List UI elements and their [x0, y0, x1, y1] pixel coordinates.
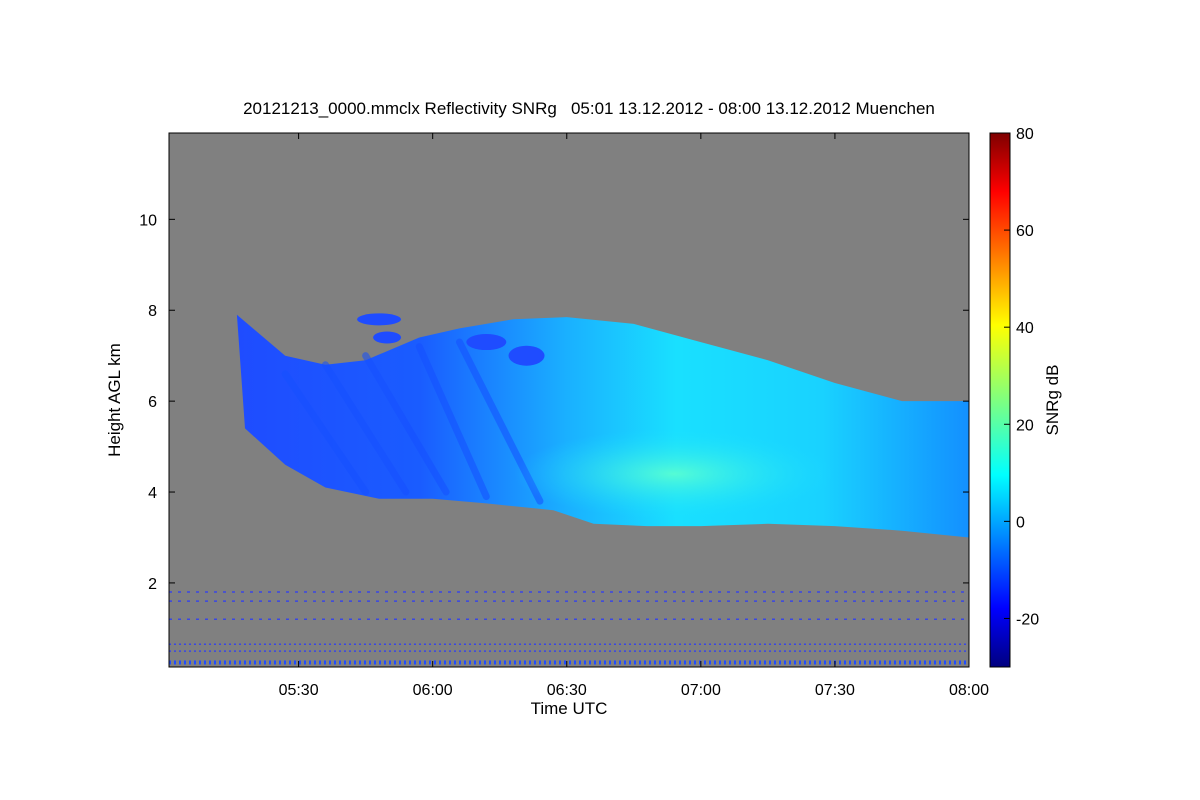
- y-axis-label: Height AGL km: [105, 343, 124, 457]
- colorbar-tick-label: 80: [1016, 126, 1034, 143]
- cloud-fall-streak: [415, 343, 490, 501]
- x-tick-label: 05:30: [279, 682, 319, 699]
- x-tick-label: 07:30: [815, 682, 855, 699]
- x-tick-label: 07:00: [681, 682, 721, 699]
- y-axis: 2 4 6 8 10: [139, 212, 969, 593]
- colorbar-tick-label: 60: [1016, 223, 1034, 240]
- y-tick-label: 8: [148, 303, 157, 320]
- cloud-fall-streak: [281, 370, 370, 496]
- plot-frame: [168, 132, 970, 668]
- cloud-fall-streak: [321, 361, 410, 496]
- colorbar-tick-label: 40: [1016, 320, 1034, 337]
- y-tick-label: 4: [148, 485, 157, 502]
- cloud-fragment: [357, 313, 402, 326]
- cloud-fall-streak: [362, 352, 450, 496]
- cloud-fragment: [466, 334, 507, 351]
- y-tick-label: 10: [139, 212, 157, 229]
- y-tick-label: 6: [148, 394, 157, 411]
- cloud-core: [514, 428, 835, 519]
- colorbar: [989, 132, 1011, 668]
- colorbar-tick-label: 0: [1016, 514, 1025, 531]
- ground-clutter-layer: [169, 591, 969, 665]
- colorbar-axis: -20 0 20 40 60 80: [1004, 126, 1039, 628]
- x-tick-label: 08:00: [949, 682, 989, 699]
- colorbar-label: SNRg dB: [1043, 365, 1062, 436]
- x-tick-label: 06:30: [547, 682, 587, 699]
- chart-title: 20121213_0000.mmclx Reflectivity SNRg 05…: [243, 99, 935, 118]
- x-axis-label: Time UTC: [531, 699, 608, 718]
- colorbar-tick-label: -20: [1016, 611, 1039, 628]
- x-tick-label: 06:00: [413, 682, 453, 699]
- plot-area: [169, 133, 969, 667]
- x-axis: 05:30 06:00 06:30 07:00 07:30 08:00: [279, 133, 989, 699]
- cloud-echo-layer: [236, 313, 969, 538]
- cloud-fragment: [508, 345, 545, 366]
- y-tick-label: 2: [148, 576, 157, 593]
- colorbar-tick-label: 20: [1016, 417, 1034, 434]
- cloud-fragment: [373, 331, 402, 344]
